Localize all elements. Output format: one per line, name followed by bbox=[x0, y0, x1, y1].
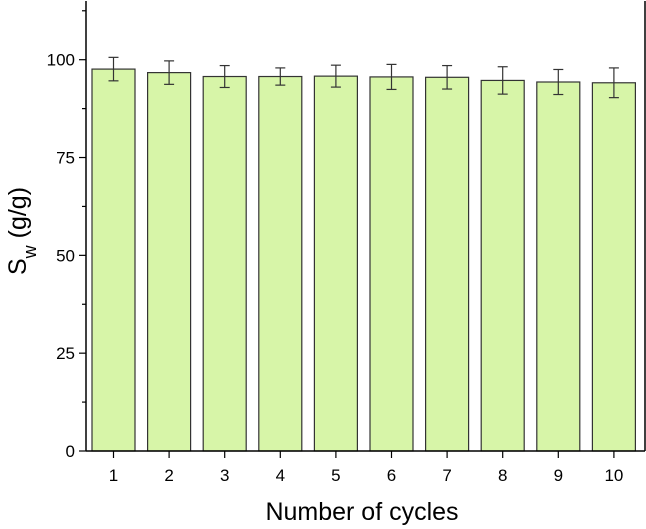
y-tick-label-0: 0 bbox=[66, 442, 75, 461]
x-tick-label-1: 1 bbox=[109, 466, 118, 485]
y-axis-title-unit: (g/g) bbox=[4, 187, 32, 245]
x-axis-title: Number of cycles bbox=[265, 498, 458, 526]
x-tick-label-8: 8 bbox=[498, 466, 507, 485]
x-tick-label-2: 2 bbox=[164, 466, 173, 485]
x-tick-label-6: 6 bbox=[387, 466, 396, 485]
x-tick-label-10: 10 bbox=[604, 466, 623, 485]
bar-3 bbox=[202, 75, 247, 452]
y-axis-title: Sw (g/g) bbox=[4, 187, 40, 275]
error-bar-8 bbox=[497, 66, 508, 95]
y-axis-title-main: S bbox=[4, 258, 32, 275]
bar-9 bbox=[536, 81, 581, 452]
error-bars-layer bbox=[108, 56, 619, 99]
bar-4 bbox=[258, 75, 303, 452]
y-tick-label-100: 100 bbox=[47, 51, 75, 70]
error-bar-10 bbox=[608, 67, 619, 99]
x-tick-label-9: 9 bbox=[554, 466, 563, 485]
y-axis-title-subscript: w bbox=[20, 244, 40, 259]
x-tick-label-7: 7 bbox=[442, 466, 451, 485]
y-tick-label-25: 25 bbox=[56, 344, 75, 363]
error-bar-6 bbox=[386, 63, 397, 91]
error-bar-7 bbox=[442, 64, 453, 90]
error-bar-9 bbox=[553, 68, 564, 96]
error-bar-1 bbox=[108, 56, 119, 82]
error-bar-4 bbox=[275, 67, 286, 86]
bar-2 bbox=[147, 72, 192, 452]
x-tick-label-3: 3 bbox=[220, 466, 229, 485]
error-bar-2 bbox=[164, 60, 175, 85]
bar-8 bbox=[480, 79, 525, 452]
bar-7 bbox=[425, 76, 470, 452]
tick-labels-layer: 0 25 50 75 100 1 2 3 4 5 6 7 8 9 10 bbox=[47, 51, 624, 485]
error-bar-5 bbox=[330, 64, 341, 88]
bar-6 bbox=[369, 76, 414, 452]
axes-layer bbox=[85, 1, 646, 452]
bars-layer bbox=[91, 68, 637, 452]
x-tick-label-4: 4 bbox=[276, 466, 285, 485]
bar-5 bbox=[313, 75, 358, 452]
bar-10 bbox=[591, 82, 637, 452]
bar-1 bbox=[91, 68, 136, 452]
ticks-layer bbox=[79, 10, 615, 458]
error-bar-3 bbox=[219, 64, 230, 89]
y-tick-label-75: 75 bbox=[56, 149, 75, 168]
x-tick-label-5: 5 bbox=[331, 466, 340, 485]
y-tick-label-50: 50 bbox=[56, 246, 75, 265]
